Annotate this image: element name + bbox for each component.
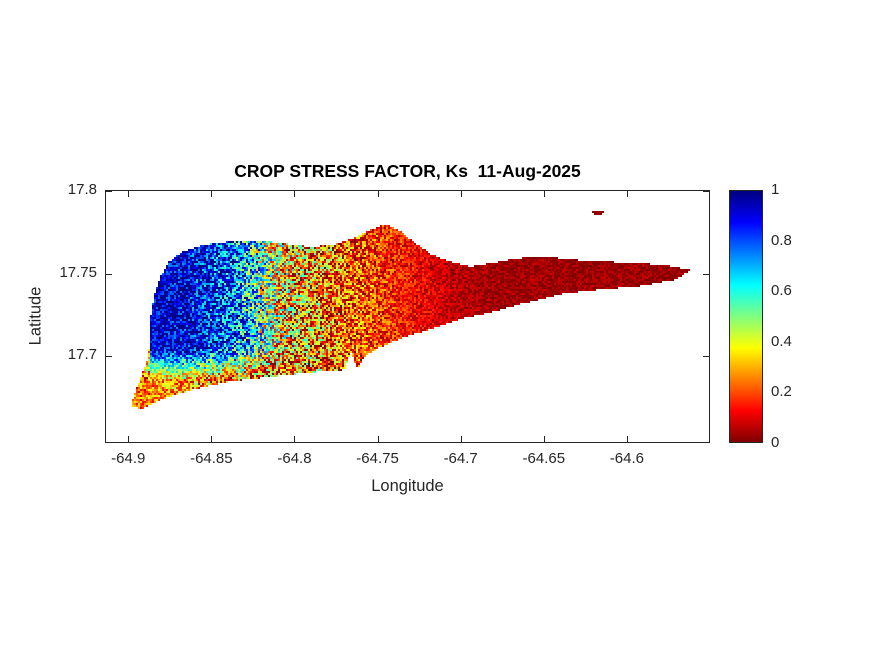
y-tick-label: 17.75 — [59, 263, 97, 281]
colorbar-tick-label: 0 — [771, 434, 780, 451]
x-tick-label: -64.9 — [111, 450, 146, 467]
colorbar-tick-label: 0.8 — [771, 231, 792, 249]
colorbar-tick-label: 1 — [771, 181, 780, 198]
colorbar-tick-label: 0.6 — [771, 282, 792, 300]
colorbar — [729, 190, 763, 443]
chart-title: CROP STRESS FACTOR, Ks 11-Aug-2025 — [234, 161, 581, 181]
x-tick-label: -64.75 — [356, 450, 399, 467]
y-tick-label: 17.7 — [67, 346, 97, 364]
x-tick-label: -64.8 — [277, 450, 312, 467]
colorbar-tick-label: 0.2 — [771, 383, 792, 401]
x-tick-label: -64.7 — [443, 450, 478, 467]
x-tick-label: -64.6 — [609, 450, 644, 467]
x-tick-label: -64.85 — [190, 450, 233, 467]
x-tick-label: -64.65 — [522, 450, 566, 467]
x-axis-label: Longitude — [371, 477, 444, 495]
crop-stress-map-canvas — [106, 191, 709, 442]
plot-area — [105, 190, 710, 443]
y-tick-label: 17.8 — [67, 181, 97, 198]
y-axis-label: Latitude — [26, 286, 45, 346]
colorbar-tick-label: 0.4 — [771, 332, 792, 350]
